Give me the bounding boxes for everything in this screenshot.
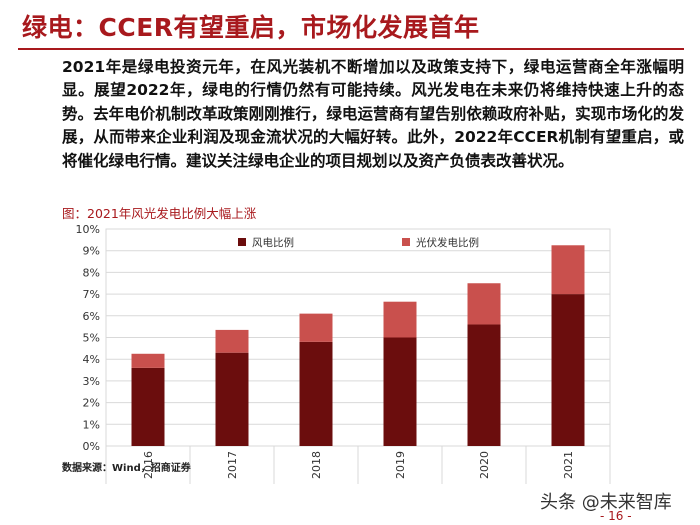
x-tick-label: 2017	[226, 451, 239, 479]
x-tick-label: 2016	[142, 451, 155, 479]
x-tick-label: 2018	[310, 451, 323, 479]
y-tick-label: 8%	[83, 266, 100, 279]
page-title: 绿电：CCER有望重启，市场化发展首年	[22, 13, 480, 42]
y-tick-label: 4%	[83, 353, 100, 366]
bar-wind-2017	[215, 352, 249, 446]
y-tick-label: 6%	[83, 310, 100, 323]
grid-layer	[105, 228, 611, 484]
y-tick-label: 10%	[76, 223, 100, 236]
bar-wind-2019	[383, 337, 417, 446]
x-tick-label: 2021	[562, 451, 575, 479]
body-paragraph: 2021年是绿电投资元年，在风光装机不断增加以及政策支持下，绿电运营商全年涨幅明…	[62, 58, 684, 170]
y-tick-label: 1%	[83, 418, 100, 431]
x-tick-label: 2020	[478, 451, 491, 479]
bar-wind-2021	[551, 294, 585, 446]
bar-solar-2020	[467, 283, 501, 325]
y-tick-label: 5%	[83, 332, 100, 345]
legend-layer: 风电比例 光伏发电比例	[238, 236, 479, 249]
bar-solar-2019	[383, 301, 417, 338]
page-number: - 16 -	[600, 509, 632, 523]
bars-layer	[131, 245, 585, 446]
watermark: 头条 @未来智库	[540, 492, 672, 513]
x-tick-label: 2019	[394, 451, 407, 479]
axis-layer: 0% 1% 2% 3% 4% 5% 6% 7% 8% 9% 10% 2016 2017 2018 2019 2…	[76, 223, 575, 479]
title-underline	[18, 48, 684, 50]
bar-wind-2018	[299, 341, 333, 446]
y-tick-label: 0%	[83, 440, 100, 453]
data-source: 数据来源：Wind，招商证券	[62, 463, 191, 474]
y-tick-label: 3%	[83, 375, 100, 388]
legend-swatch-solar	[402, 238, 410, 246]
y-tick-label: 7%	[83, 288, 100, 301]
bar-solar-2021	[551, 245, 585, 295]
y-tick-label: 2%	[83, 397, 100, 410]
y-tick-label: 9%	[83, 245, 100, 258]
bar-solar-2017	[215, 329, 249, 353]
bar-solar-2016	[131, 353, 165, 368]
bar-solar-2018	[299, 313, 333, 342]
bar-wind-2020	[467, 324, 501, 446]
legend-label-wind: 风电比例	[252, 236, 294, 249]
legend-label-solar: 光伏发电比例	[416, 236, 479, 249]
bar-wind-2016	[131, 367, 165, 446]
legend-swatch-wind	[238, 238, 246, 246]
figure-caption: 图：2021年风光发电比例大幅上涨	[62, 206, 257, 221]
